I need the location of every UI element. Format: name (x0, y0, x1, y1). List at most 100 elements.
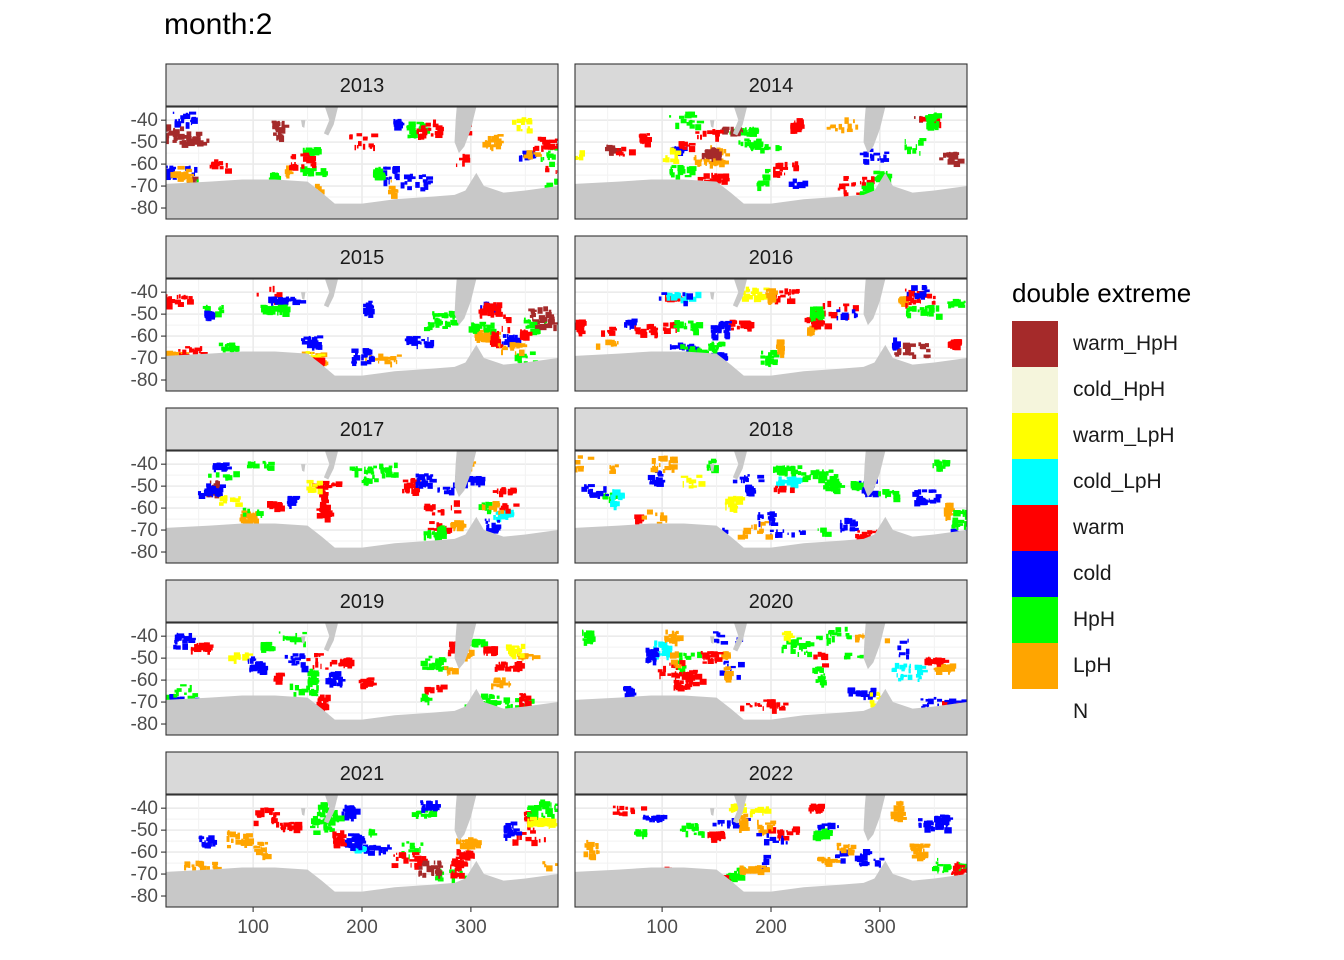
extreme-patch-cold (301, 335, 324, 351)
chart-title: month:2 (164, 8, 273, 41)
y-tick-label: -80 (131, 198, 158, 219)
extreme-patch-warm (813, 651, 830, 668)
legend-item-warm-lph: warm_LpH (1012, 413, 1332, 459)
extreme-patch-warm_LpH (228, 652, 254, 664)
extreme-patch-HpH (951, 509, 967, 530)
extreme-patch-warm (478, 302, 503, 319)
facet-2016: 2016 (574, 235, 968, 392)
tasmania-landmass (710, 292, 715, 300)
extreme-patch-warm_LpH (505, 643, 526, 660)
antarctica-landmass (166, 860, 558, 907)
extreme-patch-warm (695, 128, 724, 142)
tasmania-landmass (710, 120, 715, 128)
extreme-patch-LpH (737, 521, 774, 540)
extreme-patch-cold (912, 489, 942, 507)
legend-item-cold-hph: cold_HpH (1012, 367, 1332, 413)
extreme-patch-HpH (904, 138, 927, 156)
extreme-patch-warm_LpH (749, 806, 772, 818)
extreme-patch-cold (395, 173, 434, 192)
facet-plot: 2013-40-50-60-70-8020142015-40-50-60-70-… (131, 63, 968, 938)
facet-strip (574, 407, 968, 451)
extreme-patch-HpH (423, 310, 460, 332)
y-tick-label: -50 (131, 132, 158, 153)
extreme-patch-HpH (372, 166, 386, 181)
legend-label: warm (1073, 516, 1125, 539)
extreme-patch-warm (601, 326, 618, 337)
facet-strip (574, 235, 968, 279)
legend-label: LpH (1073, 654, 1112, 677)
extreme-patch-cold (343, 833, 367, 852)
extreme-patch-warm_LpH (662, 147, 682, 165)
extreme-patch-LpH (253, 841, 272, 861)
legend-item-warm-hph: warm_HpH (1012, 321, 1332, 367)
extreme-patch-LpH (482, 134, 504, 152)
legend-label: N (1073, 700, 1089, 723)
antarctica-landmass (575, 860, 967, 907)
extreme-patch-LpH (739, 865, 770, 876)
extreme-patch-LpH (933, 663, 957, 675)
legend-swatch (1012, 551, 1058, 597)
extreme-patch-cold (247, 656, 269, 675)
extreme-patch-LpH (388, 179, 399, 199)
extreme-patch-warm (773, 288, 800, 305)
extreme-patch-LpH (184, 860, 222, 871)
extreme-patch-HpH (634, 829, 648, 840)
extreme-patch-HpH (581, 629, 596, 646)
extreme-patch-HpH (307, 668, 320, 688)
panel-border (574, 278, 968, 392)
facet-strip (165, 63, 559, 107)
extreme-patch-cold (173, 632, 196, 650)
extreme-patch-warm_HpH (604, 144, 622, 156)
extreme-patch-warm (316, 507, 335, 523)
extreme-patch-LpH (909, 843, 931, 862)
extreme-patch-warm (349, 133, 379, 152)
extreme-patch-warm_HpH (166, 124, 180, 145)
extreme-patch-warm_HpH (894, 342, 931, 359)
extreme-patch-cold (891, 337, 901, 351)
facet-strip (165, 407, 559, 451)
facet-strip-label: 2015 (340, 247, 385, 269)
extreme-patch-warm_LpH (527, 816, 558, 829)
antarctica-landmass (575, 688, 967, 735)
extreme-patch-HpH (850, 480, 865, 492)
extreme-patch-cold (658, 292, 694, 307)
extreme-patch-warm (808, 803, 826, 814)
extreme-patch-warm (924, 656, 950, 667)
extreme-patch-HpH (673, 320, 704, 336)
extreme-patch-warm (575, 319, 587, 337)
new-zealand-landmass (323, 107, 339, 136)
extreme-patch-warm_LpH (724, 495, 746, 513)
south-america-landmass (863, 279, 886, 326)
extreme-patch-warm (773, 485, 795, 494)
y-tick-label: -70 (131, 864, 158, 885)
extreme-patch-cold (363, 300, 375, 318)
extreme-patch-HpH (781, 637, 815, 658)
extreme-patch-warm_HpH (177, 126, 210, 148)
extreme-patch-warm (700, 650, 724, 665)
extreme-patch-HpH (812, 828, 833, 842)
legend-swatch (1012, 413, 1058, 459)
extreme-patch-LpH (723, 666, 734, 683)
panel-border (165, 622, 559, 736)
extreme-patch-cold (325, 671, 346, 688)
south-america-landmass (863, 795, 886, 842)
extreme-patch-HpH (812, 666, 827, 688)
extreme-patch-HpH (420, 655, 449, 672)
extreme-patch-HpH (931, 857, 952, 874)
facet-strip-label: 2016 (749, 247, 794, 269)
legend-swatch (1012, 643, 1058, 689)
facet-strip (574, 751, 968, 795)
new-zealand-landmass (732, 623, 748, 652)
extreme-patch-LpH (806, 325, 818, 337)
extreme-patch-cold_LpH (776, 476, 803, 489)
extreme-patch-HpH (760, 349, 780, 368)
new-zealand-landmass (732, 107, 748, 136)
legend-item-lph: LpH (1012, 643, 1332, 689)
extreme-patch-LpH (650, 455, 678, 473)
extreme-patch-warm (289, 152, 317, 171)
extreme-patch-cold (484, 518, 502, 534)
extreme-patch-LpH (757, 819, 777, 836)
extreme-patch-cold (745, 484, 757, 497)
extreme-patch-warm_HpH (939, 151, 965, 168)
panel-border (574, 106, 968, 220)
